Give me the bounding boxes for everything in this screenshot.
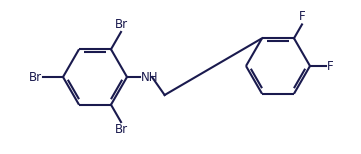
Text: F: F [299, 10, 305, 23]
Text: Br: Br [29, 71, 42, 83]
Text: Br: Br [114, 18, 127, 31]
Text: NH: NH [141, 71, 158, 83]
Text: F: F [327, 59, 334, 73]
Text: Br: Br [114, 123, 127, 136]
